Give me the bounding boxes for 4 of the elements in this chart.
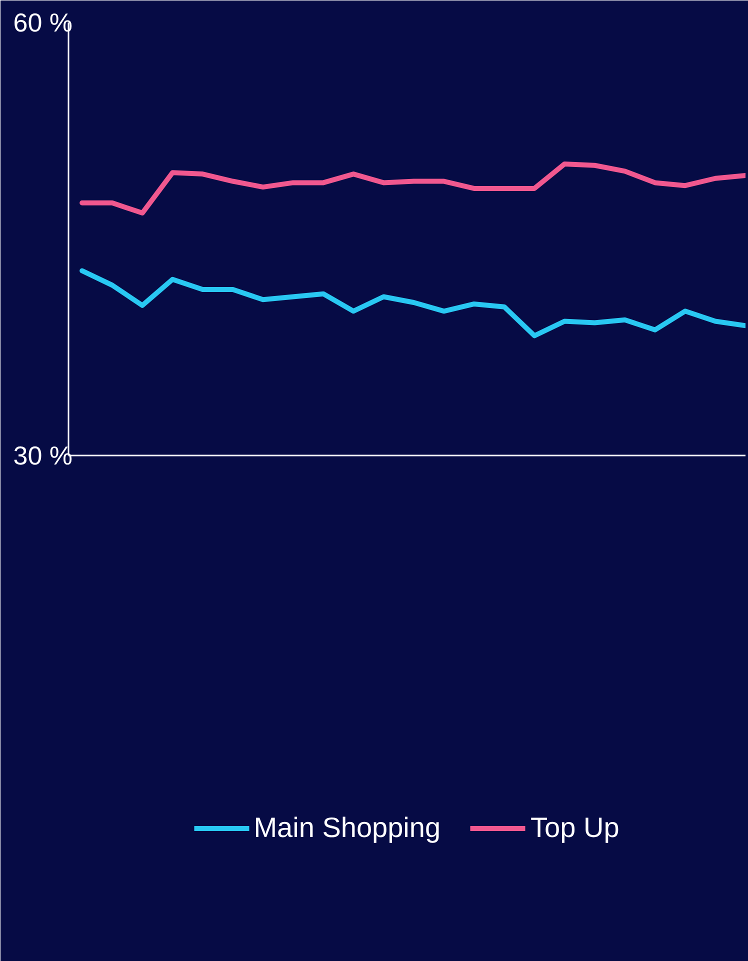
legend-label: Main Shopping (254, 812, 441, 844)
y-tick-label: 30 % (13, 440, 73, 470)
y-tick-label: 60 % (13, 8, 73, 38)
legend-label: Top Up (530, 812, 620, 844)
